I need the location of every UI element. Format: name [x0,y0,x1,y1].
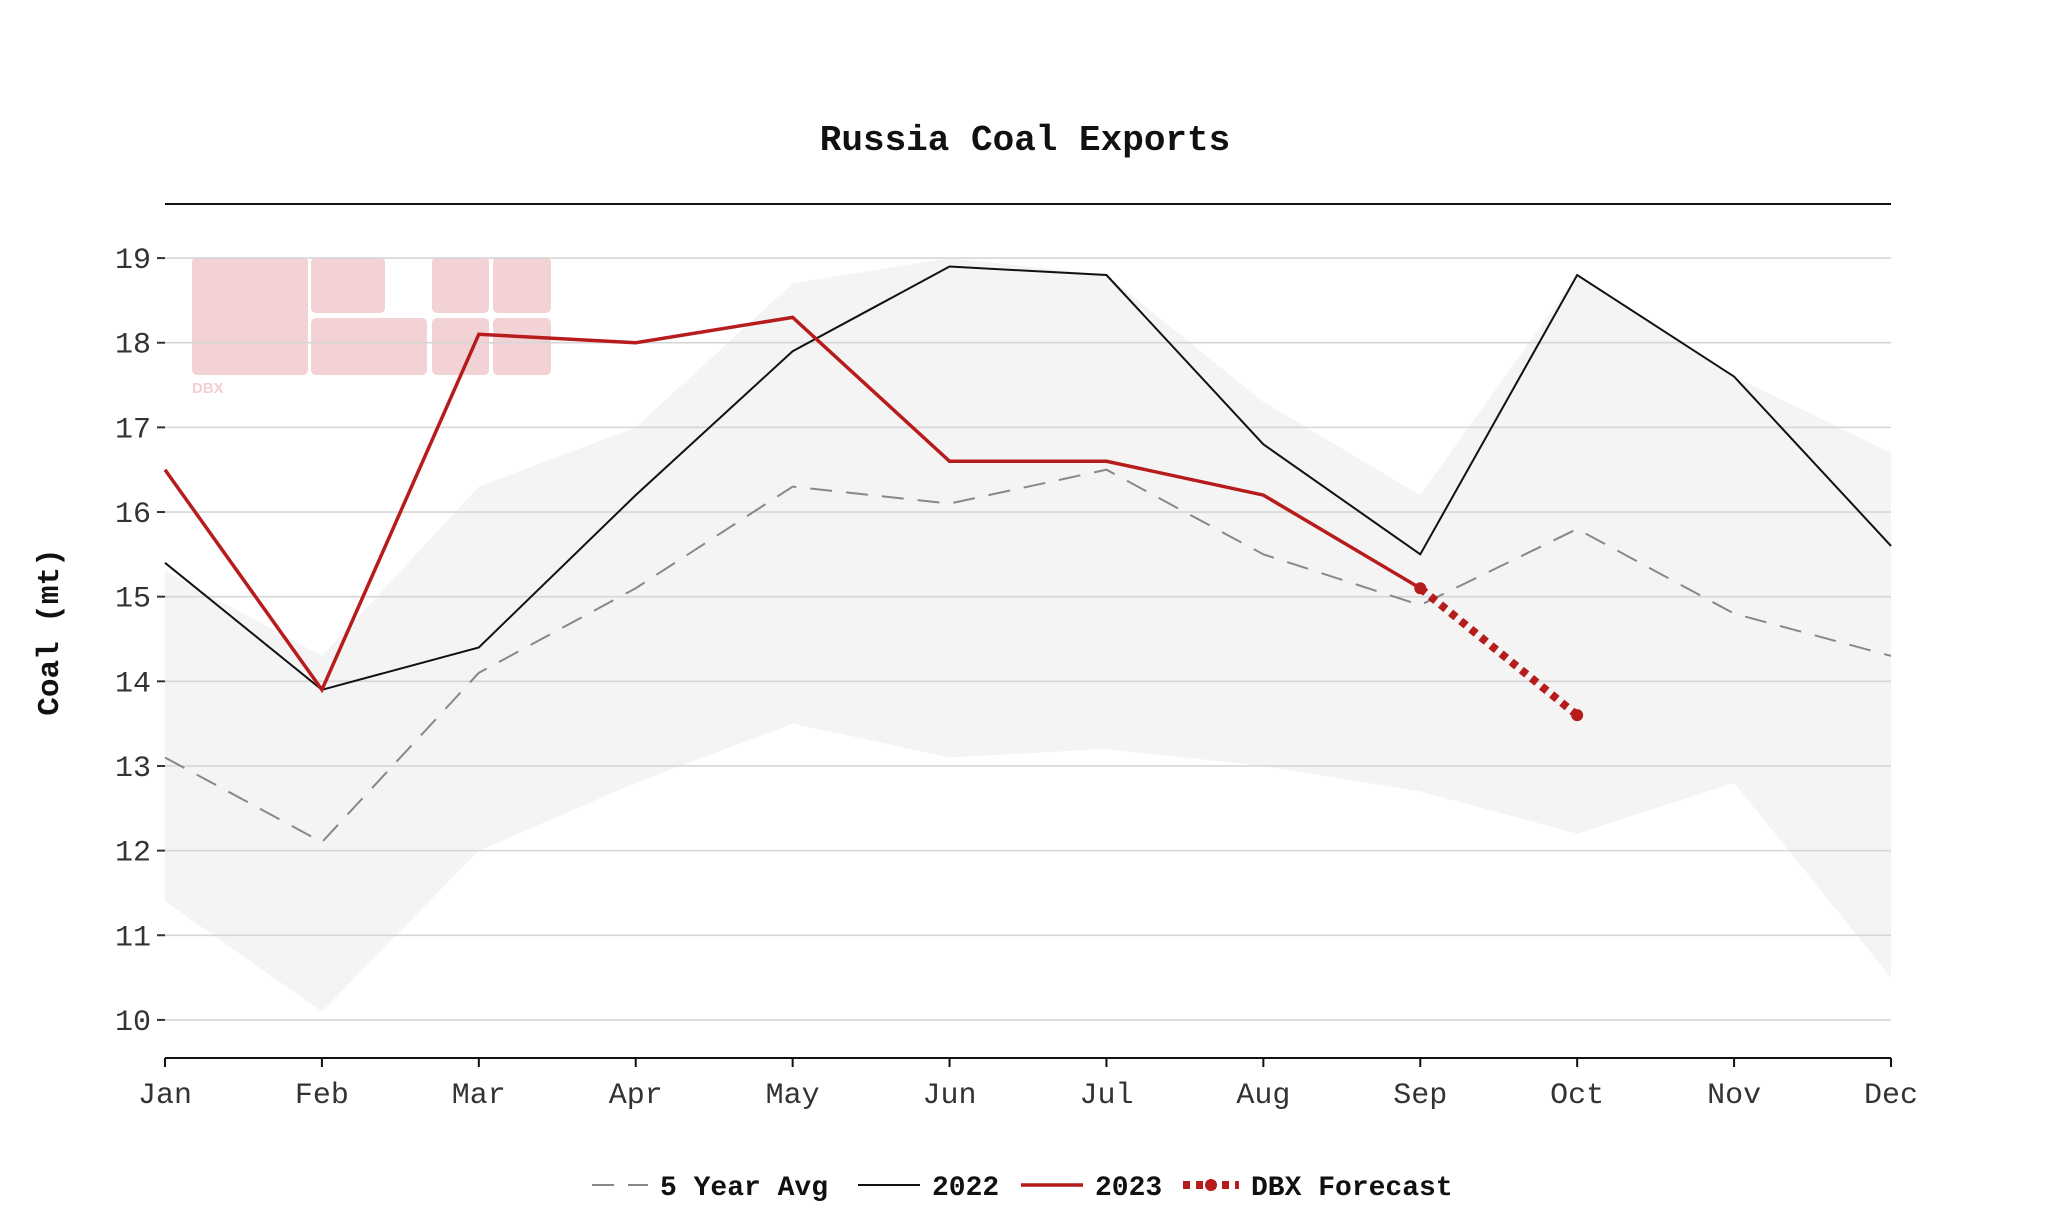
x-tick-label: Apr [609,1079,663,1113]
series-line-2023 [163,315,1422,694]
x-tick-label: May [766,1079,820,1113]
y-tick-label: 15 [115,583,151,617]
y-axis-label: Coal (mt) [33,548,68,715]
y-tick-label: 13 [115,752,151,786]
series-marker-dbx-forecast [1414,582,1427,595]
x-tick-label: Feb [295,1079,349,1113]
y-tick-label: 14 [115,667,151,701]
x-tick-label: Oct [1550,1079,1604,1113]
legend: 5 Year Avg 2022 2023 DBX Forecast [592,1173,1453,1204]
y-tick-label: 16 [115,498,151,532]
series-line-2022 [164,265,1892,691]
x-tick-label: Sep [1393,1079,1447,1113]
legend-label-2023: 2023 [1095,1173,1162,1204]
x-tick-label: Jan [138,1079,192,1113]
axes: 10 11 12 13 14 15 16 17 18 19 Jan Feb Mar Apr May Jun Ju… [115,244,1918,1113]
series-lines [163,265,1892,844]
y-tick-label: 10 [115,1006,151,1040]
series-marker-dbx-forecast [1571,709,1584,722]
y-tick-label: 17 [115,413,151,447]
x-tick-label: Dec [1864,1079,1918,1113]
y-tick-label: 11 [115,921,151,955]
chart-title: Russia Coal Exports [820,120,1230,161]
x-tick-label: Nov [1707,1079,1761,1113]
y-tick-label: 19 [115,244,151,278]
legend-label-dbx-forecast: DBX Forecast [1251,1173,1453,1204]
x-tick-label: Aug [1236,1079,1290,1113]
range-band-area [165,258,1891,1012]
legend-label-5-year-avg: 5 Year Avg [660,1173,828,1204]
range-band [165,258,1891,1012]
watermark-logo: DBX [192,257,551,397]
x-tick-label: Mar [452,1079,506,1113]
gridlines [165,257,1891,1021]
x-tick-label: Jun [923,1079,977,1113]
x-tick-label: Jul [1079,1079,1133,1113]
series-line-5-year-avg [164,468,1892,844]
legend-marker-dbx-forecast [1205,1179,1217,1191]
watermark-text: DBX [192,380,224,397]
y-tick-label: 18 [115,329,151,363]
y-tick-label: 12 [115,837,151,871]
legend-label-2022: 2022 [932,1173,999,1204]
